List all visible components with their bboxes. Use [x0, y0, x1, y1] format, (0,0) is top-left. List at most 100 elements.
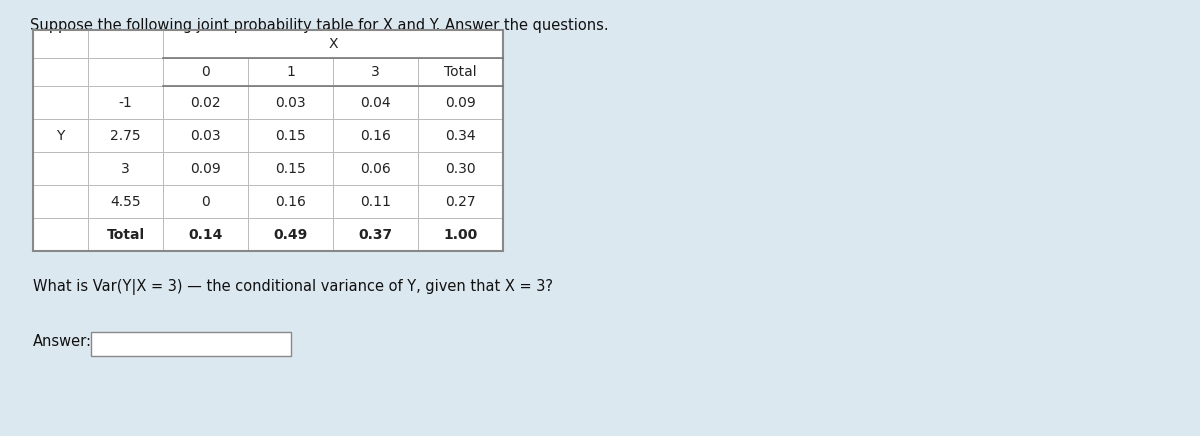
Bar: [163, 218, 248, 251]
Text: -1: -1: [119, 95, 132, 109]
Bar: [163, 119, 248, 152]
Bar: [34, 30, 503, 251]
Text: What is Var(Y|X = 3) — the conditional variance of Y, given that X = 3?: What is Var(Y|X = 3) — the conditional v…: [34, 279, 553, 295]
Bar: [163, 30, 248, 58]
Text: 0.06: 0.06: [360, 161, 391, 176]
Bar: [418, 58, 503, 86]
Bar: [418, 152, 503, 185]
Bar: [248, 218, 334, 251]
Bar: [334, 58, 418, 86]
Bar: [248, 58, 334, 86]
Bar: [334, 58, 418, 86]
Bar: [163, 185, 248, 218]
Bar: [88, 218, 163, 251]
Bar: [34, 218, 88, 251]
Text: 0.37: 0.37: [359, 228, 392, 242]
Bar: [334, 86, 418, 119]
Bar: [163, 119, 248, 152]
Text: 0.09: 0.09: [445, 95, 476, 109]
Bar: [248, 218, 334, 251]
Bar: [163, 218, 248, 251]
Bar: [418, 185, 503, 218]
Text: 0.15: 0.15: [275, 161, 306, 176]
Bar: [163, 58, 248, 86]
Bar: [334, 30, 418, 58]
Bar: [418, 30, 503, 58]
Bar: [418, 86, 503, 119]
Bar: [248, 185, 334, 218]
Bar: [88, 152, 163, 185]
Bar: [418, 119, 503, 152]
Bar: [34, 218, 88, 251]
Text: 0.03: 0.03: [275, 95, 306, 109]
Bar: [34, 119, 88, 152]
Bar: [163, 86, 248, 119]
Bar: [91, 332, 292, 356]
Bar: [88, 119, 163, 152]
Bar: [248, 152, 334, 185]
Text: 3: 3: [371, 65, 380, 79]
Text: 4.55: 4.55: [110, 194, 140, 208]
Bar: [34, 30, 88, 58]
Bar: [248, 119, 334, 152]
Bar: [163, 185, 248, 218]
Bar: [34, 86, 88, 119]
Bar: [88, 152, 163, 185]
Text: Suppose the following joint probability table for X and Y. Answer the questions.: Suppose the following joint probability …: [30, 18, 608, 33]
Bar: [418, 218, 503, 251]
Text: Answer:: Answer:: [34, 334, 92, 349]
Bar: [418, 152, 503, 185]
Bar: [88, 185, 163, 218]
Text: 0.03: 0.03: [190, 129, 221, 143]
Bar: [334, 119, 418, 152]
Bar: [248, 119, 334, 152]
Bar: [248, 86, 334, 119]
Text: 0.15: 0.15: [275, 129, 306, 143]
Bar: [248, 86, 334, 119]
Bar: [418, 86, 503, 119]
Bar: [88, 30, 163, 58]
Bar: [34, 152, 88, 185]
Bar: [88, 185, 163, 218]
Bar: [334, 152, 418, 185]
Text: 0: 0: [202, 194, 210, 208]
Bar: [34, 30, 88, 58]
Text: 0.30: 0.30: [445, 161, 476, 176]
Bar: [418, 218, 503, 251]
Text: 0.27: 0.27: [445, 194, 476, 208]
Bar: [163, 58, 248, 86]
Bar: [88, 30, 163, 58]
Bar: [334, 86, 418, 119]
Bar: [248, 30, 334, 58]
Bar: [34, 58, 88, 86]
Bar: [163, 152, 248, 185]
Bar: [34, 185, 88, 218]
Text: 0.49: 0.49: [274, 228, 307, 242]
Bar: [248, 185, 334, 218]
Bar: [88, 119, 163, 152]
Text: X: X: [329, 37, 337, 51]
Text: 0.02: 0.02: [190, 95, 221, 109]
Bar: [248, 152, 334, 185]
Bar: [334, 218, 418, 251]
Bar: [334, 152, 418, 185]
Bar: [163, 86, 248, 119]
Bar: [88, 86, 163, 119]
Text: 0.04: 0.04: [360, 95, 391, 109]
Bar: [34, 185, 88, 218]
Text: 2.75: 2.75: [110, 129, 140, 143]
Bar: [418, 119, 503, 152]
Text: 0.09: 0.09: [190, 161, 221, 176]
Bar: [248, 58, 334, 86]
Text: Total: Total: [107, 228, 144, 242]
Bar: [334, 185, 418, 218]
Bar: [163, 30, 503, 58]
Text: 0: 0: [202, 65, 210, 79]
Bar: [418, 185, 503, 218]
Text: 0.34: 0.34: [445, 129, 476, 143]
Text: Y: Y: [56, 129, 65, 143]
Text: Total: Total: [444, 65, 476, 79]
Bar: [334, 119, 418, 152]
Text: 1: 1: [286, 65, 295, 79]
Bar: [34, 86, 88, 119]
